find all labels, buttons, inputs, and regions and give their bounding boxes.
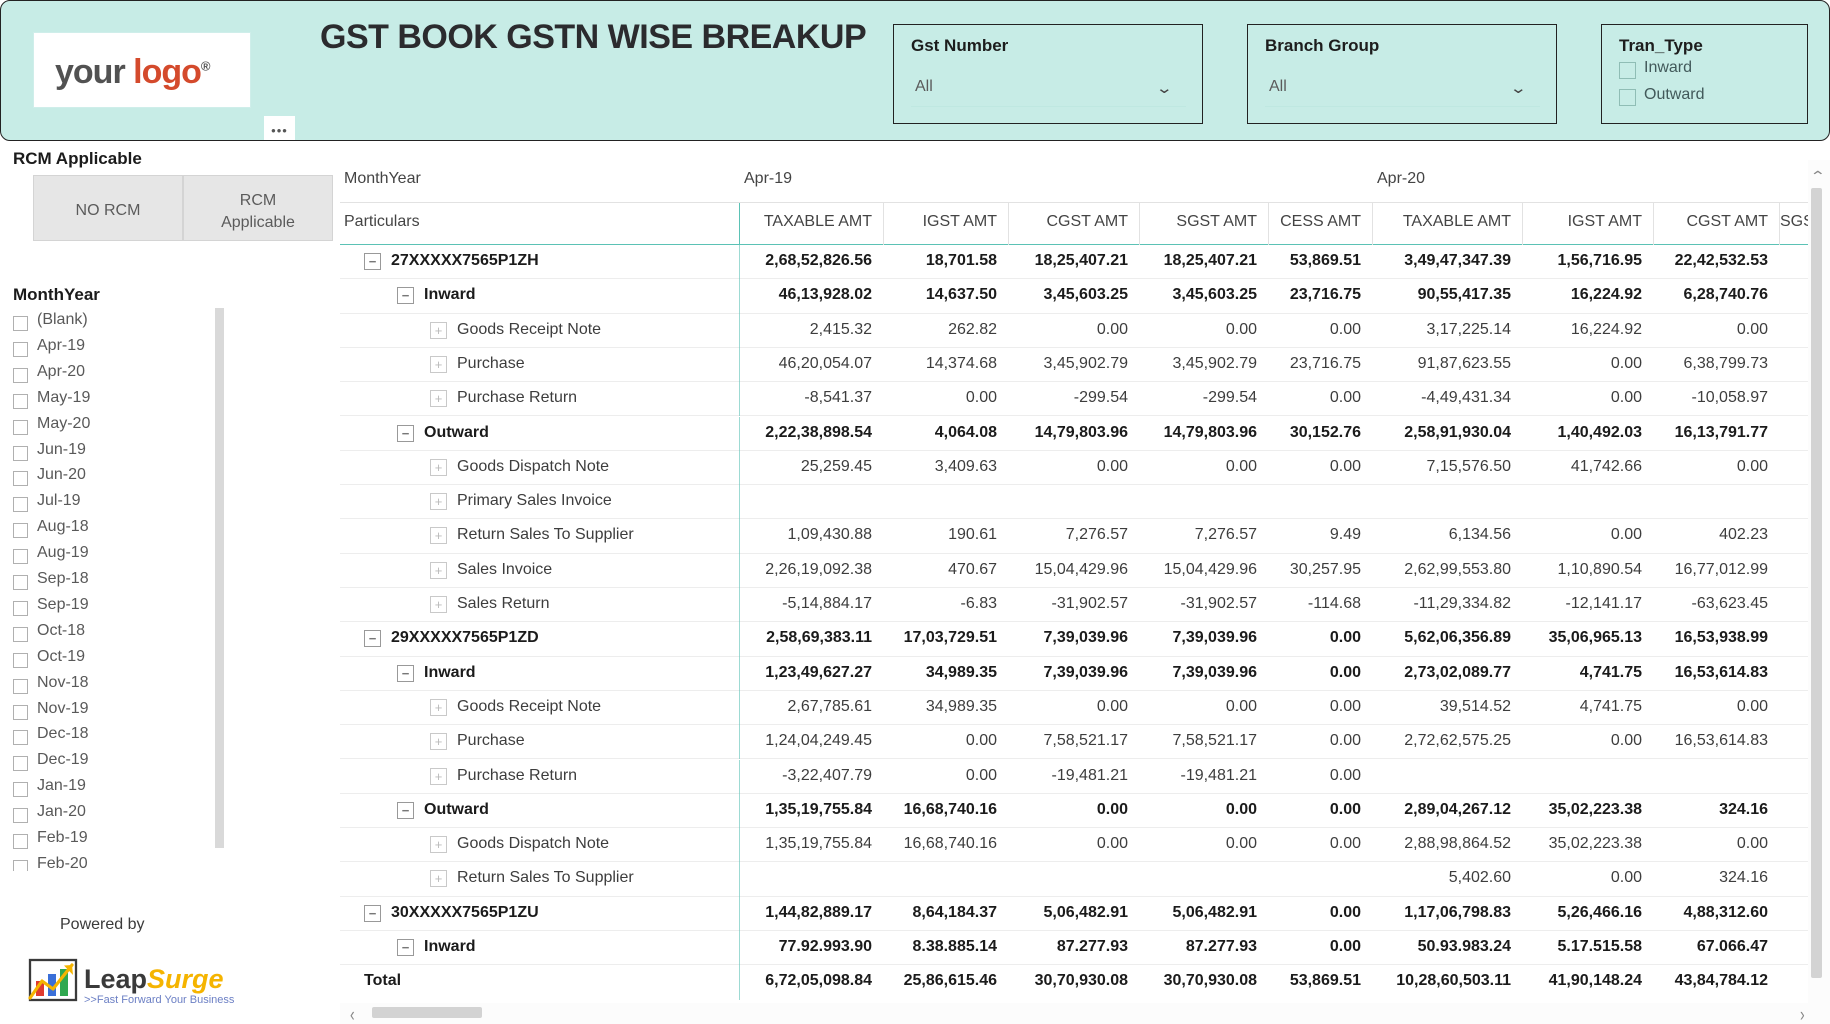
svg-text:>>Fast Forward Your Business: >>Fast Forward Your Business <box>84 994 235 1006</box>
svg-text:LeapSurge: LeapSurge <box>84 964 224 994</box>
